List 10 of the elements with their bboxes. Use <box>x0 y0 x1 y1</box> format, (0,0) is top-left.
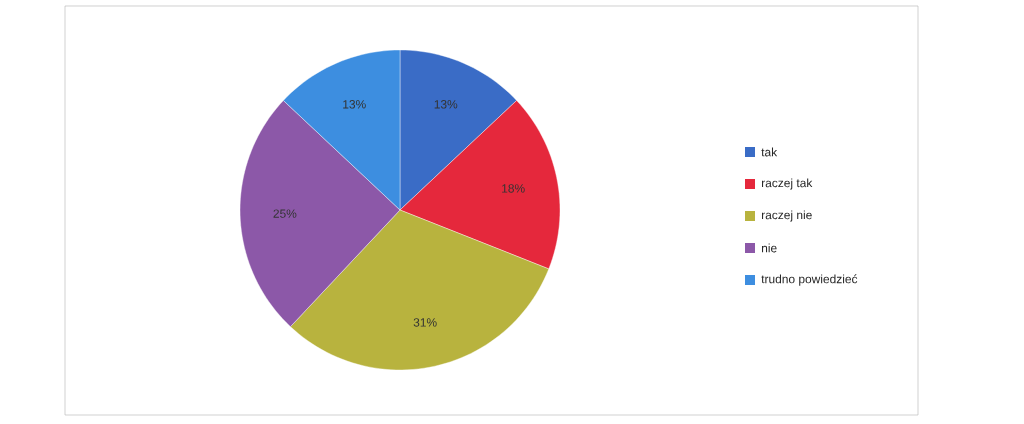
legend-label: nie <box>761 243 777 253</box>
legend-label: raczej nie <box>761 210 812 222</box>
data-label: 13% <box>434 100 458 109</box>
data-label: 31% <box>413 318 437 327</box>
legend-label: trudno powiedzieć <box>761 274 858 286</box>
legend-label: raczej tak <box>761 178 813 190</box>
legend-label: tak <box>761 147 778 157</box>
data-label: 13% <box>343 100 366 109</box>
data-label: 18% <box>502 184 525 193</box>
data-label: 25% <box>273 209 297 218</box>
